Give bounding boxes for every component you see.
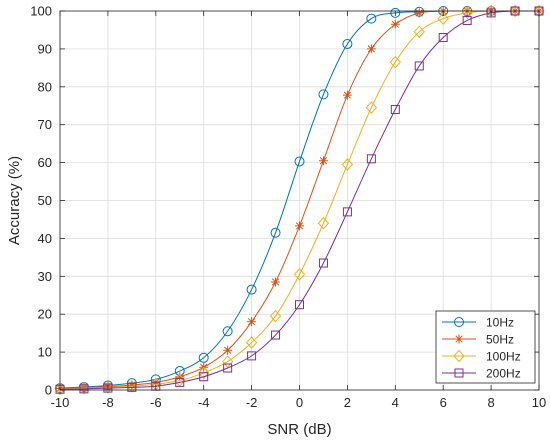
legend-box [435, 310, 536, 384]
series-50hz-point [414, 8, 424, 18]
series-100hz-point [221, 355, 234, 368]
series-100hz-point [54, 382, 66, 396]
series-50hz-point [271, 277, 281, 287]
legend-entry-200hz-marker [454, 368, 464, 378]
y-tick-label: 90 [38, 41, 52, 56]
series-50hz-point [342, 90, 352, 100]
series-50hz-point [247, 317, 257, 327]
y-tick-label: 40 [38, 231, 52, 246]
x-tick-label: 4 [392, 395, 399, 410]
y-tick-label: 100 [30, 4, 52, 19]
x-tick-label: -8 [102, 395, 114, 410]
series-100hz-point [341, 158, 354, 171]
x-tick-label: 10 [532, 395, 546, 410]
series-200hz-point [175, 377, 185, 387]
y-tick-label: 10 [38, 345, 52, 360]
series-10hz-point [342, 38, 353, 49]
y-tick-label: 60 [38, 155, 52, 170]
x-tick-label: -6 [150, 395, 162, 410]
series-200hz-point [247, 351, 257, 361]
x-tick-label: -4 [198, 395, 210, 410]
y-tick-label: 70 [38, 117, 52, 132]
legend-entry-50hz-marker [454, 334, 464, 344]
series-100hz-point [389, 55, 401, 69]
series-100hz-point [293, 268, 306, 281]
series-200hz-point [223, 363, 233, 373]
legend-entry-200hz-label: 200Hz [486, 367, 521, 381]
series-100hz-point [102, 381, 114, 394]
series-200hz-point [462, 15, 472, 25]
series-100hz-point [269, 309, 282, 323]
y-tick-label: 0 [45, 383, 52, 398]
series-10hz-point [246, 284, 257, 295]
series-layer [54, 4, 545, 396]
y-tick-label: 50 [38, 193, 52, 208]
series-100hz-point [365, 101, 378, 114]
y-axis-label: Accuracy (%) [6, 156, 23, 245]
series-200hz-line [59, 10, 539, 390]
y-tick-label: 80 [38, 79, 52, 94]
legend-entry-10hz: 10Hz [442, 316, 514, 330]
series-200hz-point [199, 372, 209, 382]
series-200hz-point [318, 258, 328, 268]
series-50hz-point [127, 380, 137, 390]
legend-entry-200hz: 200Hz [442, 367, 521, 381]
x-tick-label: -10 [51, 395, 70, 410]
series-50hz-point [318, 156, 328, 166]
x-axis-label: SNR (dB) [267, 421, 331, 438]
series-200hz-point [438, 33, 448, 43]
series-10hz-point [270, 227, 281, 238]
legend-entry-10hz-label: 10Hz [486, 316, 514, 330]
series-200hz-point [342, 207, 352, 217]
series-50hz-point [366, 44, 376, 54]
series-200hz-point [390, 105, 400, 115]
series-10hz-point [198, 352, 209, 363]
series-200hz-point [127, 382, 137, 392]
legend-entry-50hz-label: 50Hz [486, 333, 514, 347]
series-10hz-point [390, 7, 401, 18]
series-50hz-point [390, 19, 400, 29]
y-tick-label: 20 [38, 307, 52, 322]
series-10hz-point [222, 326, 233, 337]
series-200hz-point [103, 383, 113, 393]
series-10hz-point [366, 13, 377, 24]
series-200hz-point [486, 8, 496, 18]
series-100hz-point [413, 25, 425, 39]
series-100hz-point [509, 4, 521, 18]
x-tick-label: 0 [296, 395, 303, 410]
series-200hz-point [366, 154, 376, 164]
legend-entry-100hz-label: 100Hz [486, 350, 521, 364]
series-50hz-point [175, 372, 185, 382]
series-200hz-point [414, 61, 424, 71]
series-50hz-point [295, 221, 304, 231]
series-100hz-point [437, 12, 449, 25]
series-100hz-point [317, 216, 330, 230]
legend: 10Hz 50Hz 100Hz 200Hz [435, 310, 536, 384]
series-10hz-point [294, 156, 305, 167]
x-tick-label: 2 [344, 395, 351, 410]
series-10hz-point [318, 89, 329, 100]
series-100hz-point [78, 381, 90, 395]
series-200hz-point [79, 384, 89, 394]
x-tick-label: 6 [440, 395, 447, 410]
y-tick-label: 30 [38, 269, 52, 284]
series-50hz-point [223, 345, 233, 355]
series-200hz-point [295, 300, 304, 310]
legend-entry-50hz: 50Hz [442, 333, 514, 347]
series-200hz-point [271, 330, 281, 340]
series-100hz-line [59, 10, 539, 390]
legend-entry-100hz: 100Hz [442, 350, 521, 364]
x-tick-label: 8 [487, 395, 494, 410]
legend-entry-100hz-marker [453, 349, 465, 363]
series-100hz-point [198, 366, 210, 380]
series-100hz-point [245, 336, 258, 349]
x-tick-label: -2 [246, 395, 258, 410]
legend-entry-10hz-marker [454, 317, 464, 327]
